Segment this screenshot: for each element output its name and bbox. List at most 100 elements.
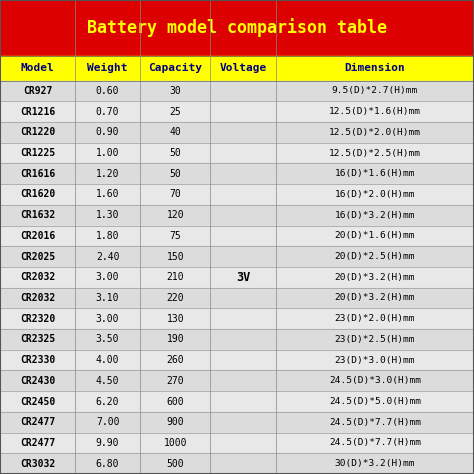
- Text: 1000: 1000: [164, 438, 187, 448]
- Text: Voltage: Voltage: [219, 63, 267, 73]
- Text: Weight: Weight: [87, 63, 128, 73]
- Text: CR2320: CR2320: [20, 314, 55, 324]
- Text: 75: 75: [170, 231, 181, 241]
- Text: 2.40: 2.40: [96, 252, 119, 262]
- Text: CR1220: CR1220: [20, 128, 55, 137]
- Text: 7.00: 7.00: [96, 417, 119, 427]
- Text: 20(D)*1.6(H)mm: 20(D)*1.6(H)mm: [335, 231, 415, 240]
- Text: 6.20: 6.20: [96, 397, 119, 407]
- Text: 20(D)*2.5(H)mm: 20(D)*2.5(H)mm: [335, 252, 415, 261]
- Text: 3.00: 3.00: [96, 314, 119, 324]
- Text: 190: 190: [166, 335, 184, 345]
- Text: 1.00: 1.00: [96, 148, 119, 158]
- Text: 0.70: 0.70: [96, 107, 119, 117]
- Bar: [0, 0, 474, 56]
- Text: 20(D)*3.2(H)mm: 20(D)*3.2(H)mm: [335, 273, 415, 282]
- Bar: [0, 350, 474, 371]
- Text: 16(D)*3.2(H)mm: 16(D)*3.2(H)mm: [335, 210, 415, 219]
- Bar: [0, 391, 474, 412]
- Text: Capacity: Capacity: [148, 63, 202, 73]
- Bar: [0, 164, 474, 184]
- Text: CR2477: CR2477: [20, 417, 55, 427]
- Text: 12.5(D)*2.0(H)mm: 12.5(D)*2.0(H)mm: [329, 128, 421, 137]
- Text: CR2016: CR2016: [20, 231, 55, 241]
- Text: 1.20: 1.20: [96, 169, 119, 179]
- Text: 270: 270: [166, 376, 184, 386]
- Bar: [0, 433, 474, 453]
- Text: 4.00: 4.00: [96, 355, 119, 365]
- Text: 1.80: 1.80: [96, 231, 119, 241]
- Bar: [0, 184, 474, 205]
- Text: CR1225: CR1225: [20, 148, 55, 158]
- Text: 3.10: 3.10: [96, 293, 119, 303]
- Text: Dimension: Dimension: [345, 63, 405, 73]
- Text: CR2025: CR2025: [20, 252, 55, 262]
- Text: 70: 70: [170, 190, 181, 200]
- Text: 16(D)*2.0(H)mm: 16(D)*2.0(H)mm: [335, 190, 415, 199]
- Bar: [0, 246, 474, 267]
- Bar: [0, 56, 474, 81]
- Text: 23(D)*2.0(H)mm: 23(D)*2.0(H)mm: [335, 314, 415, 323]
- Text: 24.5(D)*3.0(H)mm: 24.5(D)*3.0(H)mm: [329, 376, 421, 385]
- Text: 220: 220: [166, 293, 184, 303]
- Bar: [0, 81, 474, 101]
- Text: 6.80: 6.80: [96, 459, 119, 469]
- Text: CR2330: CR2330: [20, 355, 55, 365]
- Text: 50: 50: [170, 169, 181, 179]
- Text: 260: 260: [166, 355, 184, 365]
- Bar: [0, 226, 474, 246]
- Text: CR2325: CR2325: [20, 335, 55, 345]
- Text: 12.5(D)*2.5(H)mm: 12.5(D)*2.5(H)mm: [329, 148, 421, 157]
- Text: 4.50: 4.50: [96, 376, 119, 386]
- Bar: [0, 143, 474, 164]
- Text: CR927: CR927: [23, 86, 52, 96]
- Text: 500: 500: [166, 459, 184, 469]
- Text: CR2032: CR2032: [20, 293, 55, 303]
- Text: 900: 900: [166, 417, 184, 427]
- Bar: [0, 205, 474, 226]
- Text: CR2450: CR2450: [20, 397, 55, 407]
- Text: 24.5(D)*5.0(H)mm: 24.5(D)*5.0(H)mm: [329, 397, 421, 406]
- Bar: [0, 412, 474, 433]
- Text: CR2032: CR2032: [20, 272, 55, 283]
- Text: CR1216: CR1216: [20, 107, 55, 117]
- Text: 16(D)*1.6(H)mm: 16(D)*1.6(H)mm: [335, 169, 415, 178]
- Text: 30(D)*3.2(H)mm: 30(D)*3.2(H)mm: [335, 459, 415, 468]
- Bar: [0, 267, 474, 288]
- Text: 9.90: 9.90: [96, 438, 119, 448]
- Bar: [0, 288, 474, 309]
- Bar: [0, 329, 474, 350]
- Text: 25: 25: [170, 107, 181, 117]
- Text: 1.30: 1.30: [96, 210, 119, 220]
- Text: 600: 600: [166, 397, 184, 407]
- Text: Battery model comparison table: Battery model comparison table: [87, 18, 387, 37]
- Text: 23(D)*3.0(H)mm: 23(D)*3.0(H)mm: [335, 356, 415, 365]
- Text: 23(D)*2.5(H)mm: 23(D)*2.5(H)mm: [335, 335, 415, 344]
- Text: 30: 30: [170, 86, 181, 96]
- Text: 40: 40: [170, 128, 181, 137]
- Text: 3V: 3V: [236, 271, 250, 284]
- Text: CR1616: CR1616: [20, 169, 55, 179]
- Text: 20(D)*3.2(H)mm: 20(D)*3.2(H)mm: [335, 293, 415, 302]
- Text: 24.5(D)*7.7(H)mm: 24.5(D)*7.7(H)mm: [329, 418, 421, 427]
- Bar: [0, 122, 474, 143]
- Text: CR2430: CR2430: [20, 376, 55, 386]
- Text: 1.60: 1.60: [96, 190, 119, 200]
- Text: 9.5(D)*2.7(H)mm: 9.5(D)*2.7(H)mm: [332, 86, 418, 95]
- Text: 3.00: 3.00: [96, 272, 119, 283]
- Bar: [0, 101, 474, 122]
- Text: CR3032: CR3032: [20, 459, 55, 469]
- Text: 50: 50: [170, 148, 181, 158]
- Text: 120: 120: [166, 210, 184, 220]
- Text: 0.90: 0.90: [96, 128, 119, 137]
- Text: 24.5(D)*7.7(H)mm: 24.5(D)*7.7(H)mm: [329, 438, 421, 447]
- Text: 210: 210: [166, 272, 184, 283]
- Text: 0.60: 0.60: [96, 86, 119, 96]
- Bar: [0, 309, 474, 329]
- Text: Model: Model: [20, 63, 55, 73]
- Bar: [0, 371, 474, 391]
- Text: 12.5(D)*1.6(H)mm: 12.5(D)*1.6(H)mm: [329, 107, 421, 116]
- Text: 3.50: 3.50: [96, 335, 119, 345]
- Bar: [0, 453, 474, 474]
- Text: CR1620: CR1620: [20, 190, 55, 200]
